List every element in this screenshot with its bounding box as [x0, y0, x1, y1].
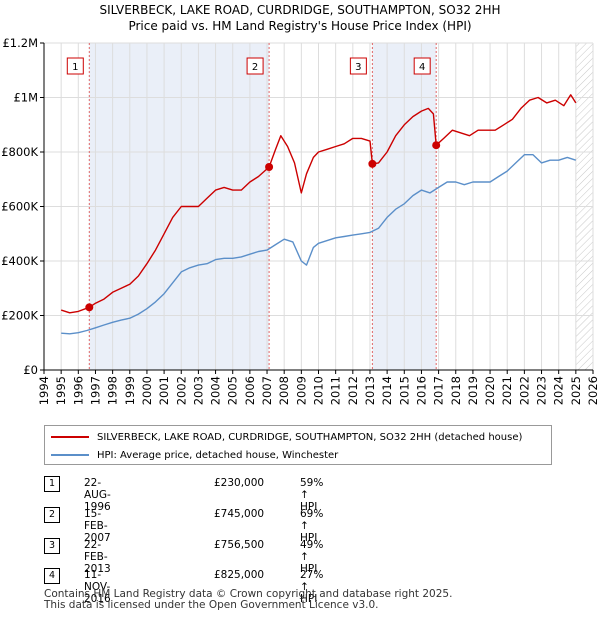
- sale-label-text: 3: [355, 62, 361, 73]
- x-tick-label: 2010: [312, 376, 326, 405]
- sale-date: 22-FEB-2013: [84, 539, 111, 575]
- footer-attribution: Contains HM Land Registry data © Crown c…: [44, 589, 452, 611]
- x-tick-label: 2014: [380, 376, 394, 405]
- x-tick-label: 2007: [260, 376, 274, 405]
- x-tick-label: 2001: [157, 376, 171, 405]
- sale-date: 22-AUG-1996: [84, 477, 111, 513]
- sale-price: £745,000: [214, 508, 265, 520]
- sale-hpi-change: 27% ↑ HPI: [300, 569, 324, 605]
- x-tick-label: 1995: [54, 376, 68, 405]
- x-tick-label: 2017: [432, 376, 446, 405]
- sale-label-box: [66, 57, 84, 75]
- x-tick-label: 1998: [106, 376, 120, 405]
- x-tick-label: 2002: [174, 376, 188, 405]
- x-tick-label: 2008: [277, 376, 291, 405]
- legend-swatch-hpi: [51, 454, 89, 456]
- sale-point: [85, 303, 94, 312]
- legend-label-hpi: HPI: Average price, detached house, Winc…: [97, 449, 339, 461]
- x-tick-label: 1994: [37, 376, 51, 405]
- x-tick-label: 2006: [243, 376, 257, 405]
- footer-line-2: This data is licensed under the Open Gov…: [44, 599, 379, 611]
- x-tick-label: 2016: [414, 376, 428, 405]
- chart-title: SILVERBECK, LAKE ROAD, CURDRIDGE, SOUTHA…: [99, 3, 501, 17]
- sale-label-box: [349, 57, 367, 75]
- legend-label-property: SILVERBECK, LAKE ROAD, CURDRIDGE, SOUTHA…: [97, 431, 523, 443]
- x-tick-label: 1997: [88, 376, 102, 405]
- legend: SILVERBECK, LAKE ROAD, CURDRIDGE, SOUTHA…: [44, 425, 552, 465]
- sale-point: [432, 141, 441, 150]
- x-tick-label: 2013: [363, 376, 377, 405]
- sale-label-box: [413, 57, 431, 75]
- legend-swatch-property: [51, 436, 89, 438]
- x-tick-label: 2019: [466, 376, 480, 405]
- sale-price: £756,500: [214, 539, 265, 551]
- x-tick-label: 2011: [329, 376, 343, 405]
- sale-price: £825,000: [214, 569, 265, 581]
- legend-item-hpi: HPI: Average price, detached house, Winc…: [51, 447, 338, 463]
- x-tick-label: 2026: [586, 376, 600, 405]
- sale-point: [368, 159, 377, 168]
- y-tick-label: £0: [23, 363, 38, 377]
- x-tick-label: 2004: [209, 376, 223, 405]
- sale-label-box: [246, 57, 264, 75]
- x-tick-label: 2000: [140, 376, 154, 405]
- sale-price: £230,000: [214, 477, 265, 489]
- x-tick-label: 1996: [71, 376, 85, 405]
- sale-hpi-change: 49% ↑ HPI: [300, 539, 324, 575]
- y-tick-label: £1.2M: [2, 36, 38, 50]
- x-tick-label: 1999: [123, 376, 137, 405]
- legend-item-property: SILVERBECK, LAKE ROAD, CURDRIDGE, SOUTHA…: [51, 429, 522, 445]
- x-tick-label: 2023: [535, 376, 549, 405]
- sale-label-text: 2: [252, 62, 258, 73]
- property-series-line: [60, 94, 577, 314]
- sale-date: 11-NOV-2016: [84, 569, 111, 605]
- x-tick-label: 2018: [449, 376, 463, 405]
- x-tick-label: 2024: [552, 376, 566, 405]
- chart-subtitle: Price paid vs. HM Land Registry's House …: [128, 19, 472, 33]
- y-tick-label: £400K: [1, 254, 38, 268]
- x-tick-label: 2015: [397, 376, 411, 405]
- sale-number-badge: 3: [44, 538, 60, 554]
- x-tick-label: 2025: [569, 376, 583, 405]
- sale-number-badge: 1: [44, 476, 60, 492]
- sale-date: 15-FEB-2007: [84, 508, 111, 544]
- x-tick-label: 2012: [346, 376, 360, 405]
- y-tick-label: £200K: [1, 309, 38, 323]
- sale-point: [265, 162, 274, 171]
- x-tick-label: 2020: [483, 376, 497, 405]
- footer-line-1: Contains HM Land Registry data © Crown c…: [44, 588, 453, 600]
- y-tick-label: £1M: [13, 91, 38, 105]
- x-tick-label: 2021: [500, 376, 514, 405]
- x-tick-label: 2022: [517, 376, 531, 405]
- x-tick-label: 2005: [226, 376, 240, 405]
- y-tick-label: £600K: [1, 200, 38, 214]
- sale-hpi-change: 59% ↑ HPI: [300, 477, 324, 513]
- x-tick-label: 2009: [294, 376, 308, 405]
- x-tick-label: 2003: [191, 376, 205, 405]
- sale-number-badge: 2: [44, 507, 60, 523]
- hpi-series-line: [61, 153, 577, 335]
- sale-number-badge: 4: [44, 568, 60, 584]
- sale-label-text: 4: [419, 62, 425, 73]
- sale-label-text: 1: [72, 62, 78, 73]
- y-tick-label: £800K: [1, 145, 38, 159]
- sale-hpi-change: 69% ↑ HPI: [300, 508, 324, 544]
